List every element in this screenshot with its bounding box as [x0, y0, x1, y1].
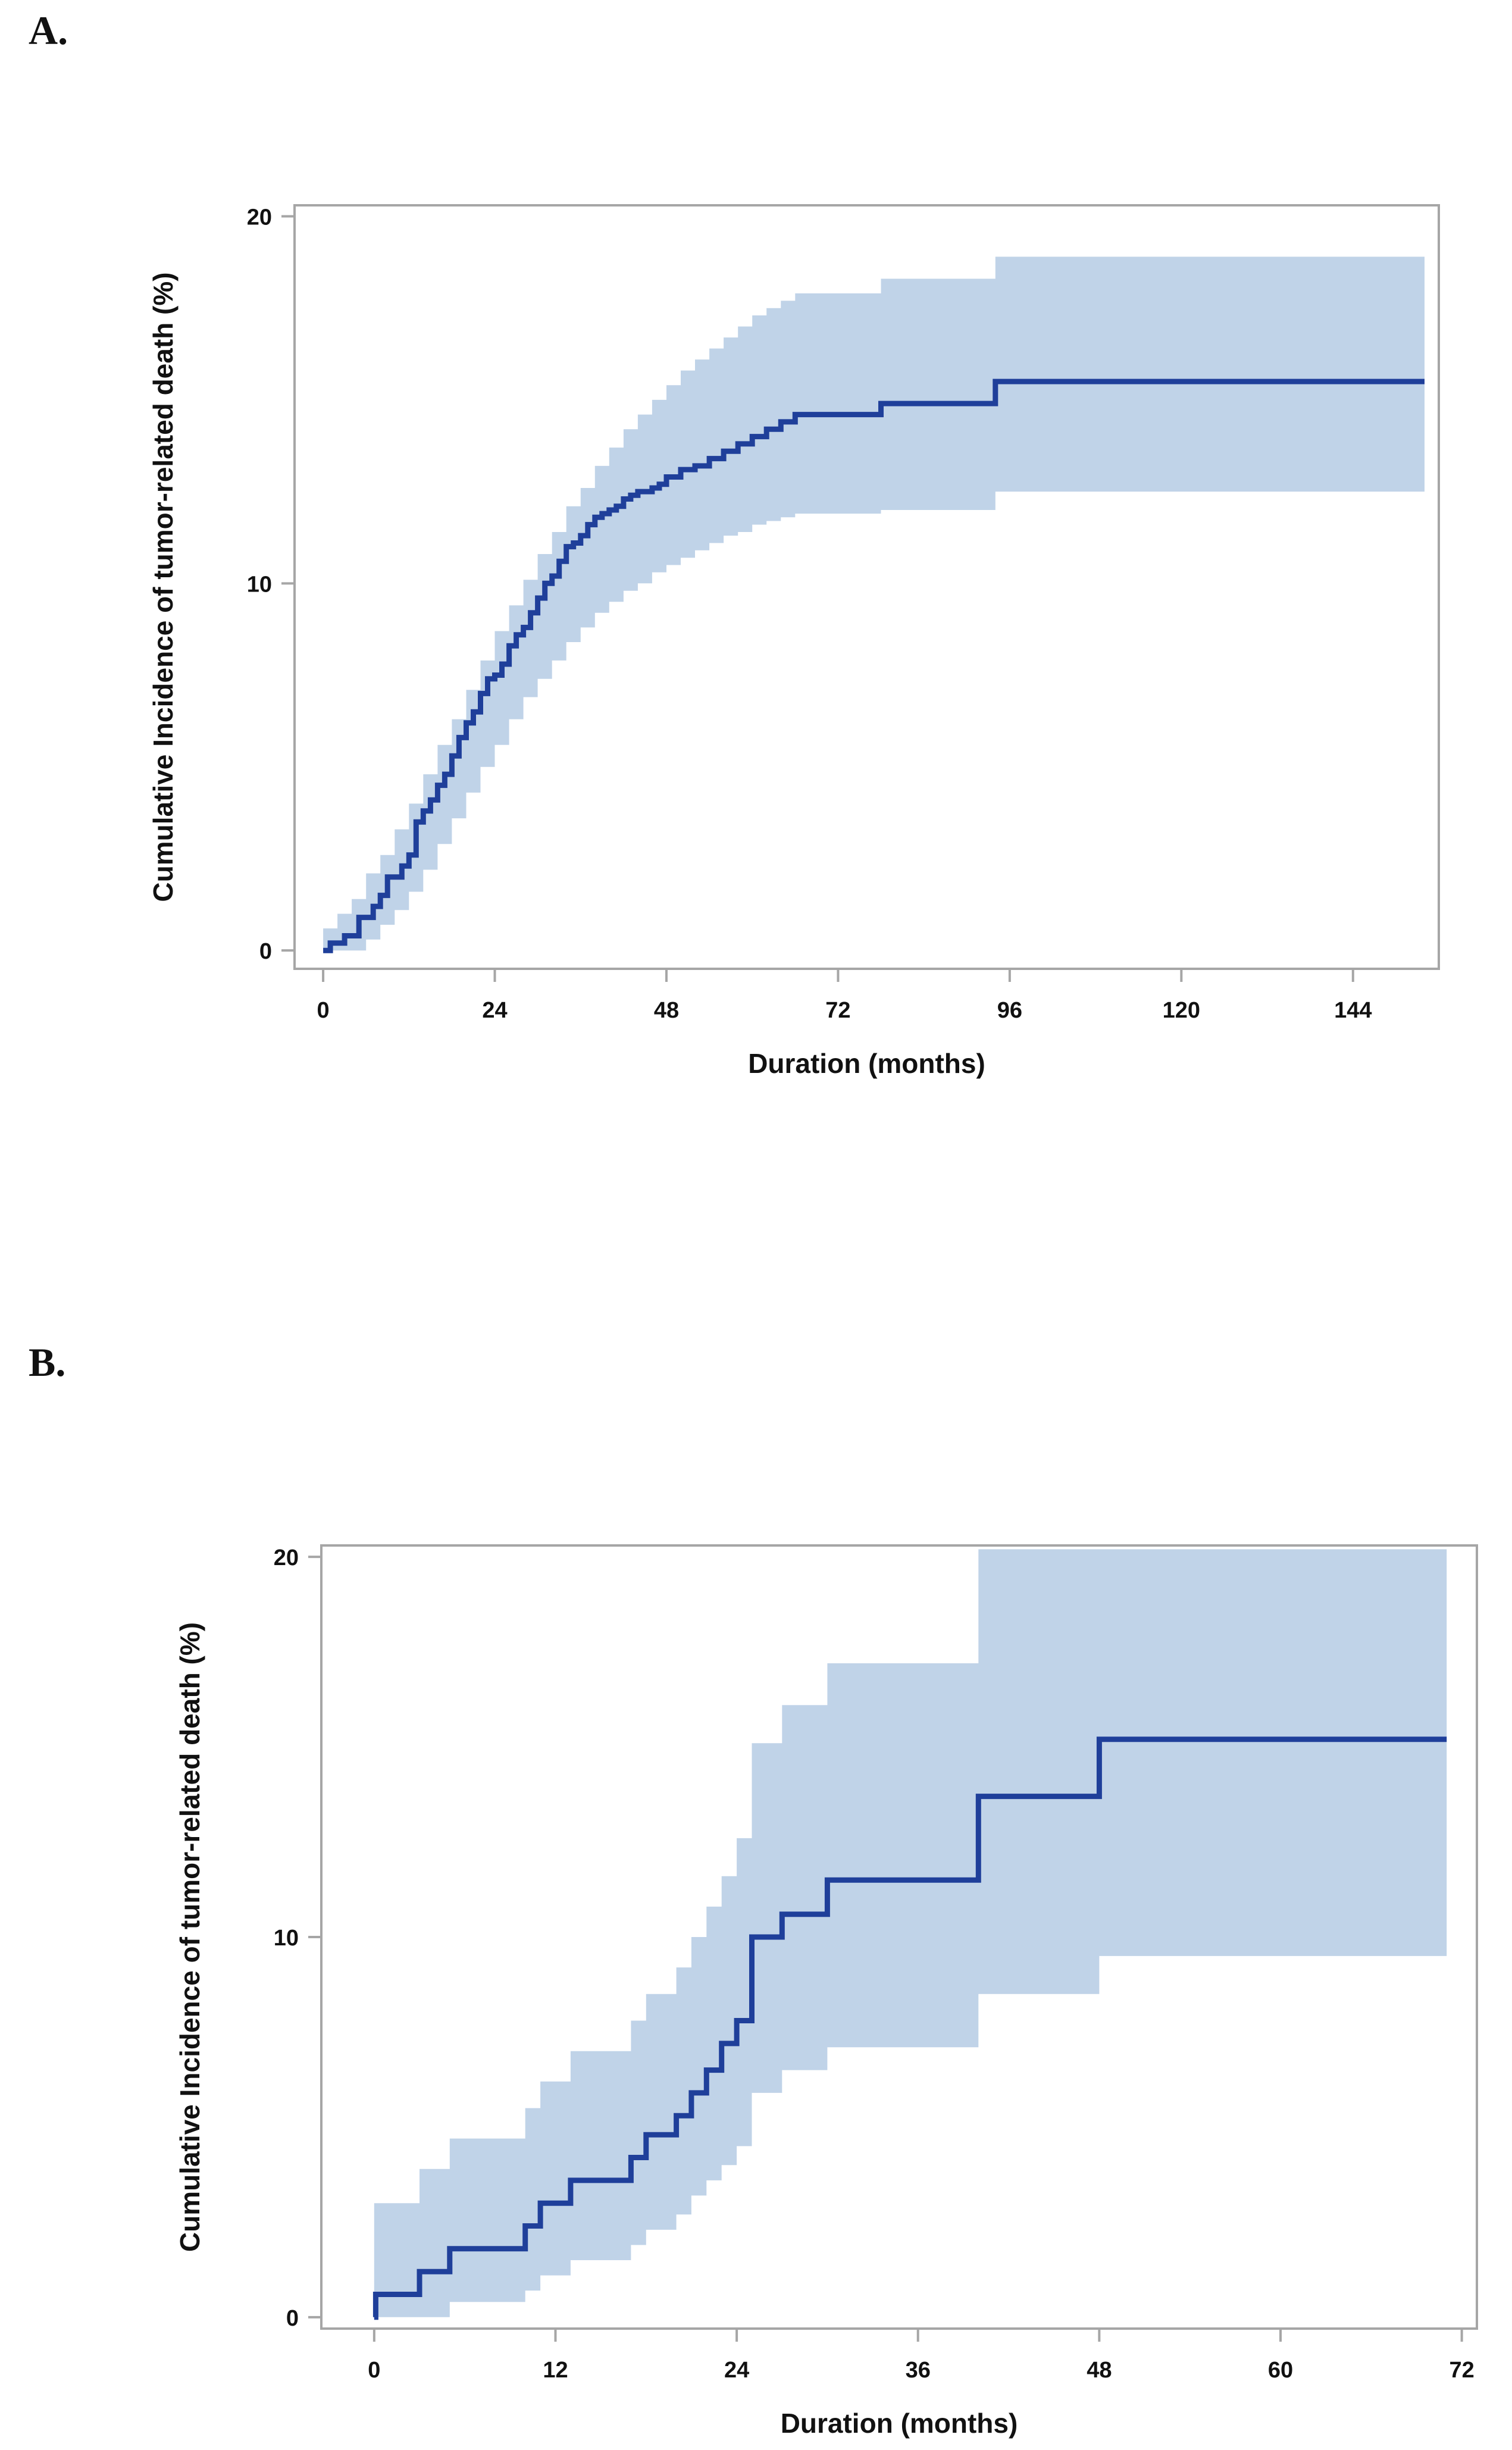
- plot-frame-a: [293, 204, 1440, 970]
- x-tick-label-a-1: 24: [482, 998, 507, 1023]
- x-tick-label-b-2: 24: [724, 2358, 749, 2383]
- panel-a-label: A.: [29, 8, 68, 53]
- x-tick-label-a-2: 48: [654, 998, 679, 1023]
- confidence-band-b: [374, 1549, 1447, 2317]
- x-tick-label-b-3: 36: [906, 2358, 931, 2383]
- x-tick-label-a-5: 120: [1163, 998, 1200, 1023]
- x-tick-label-a-3: 72: [825, 998, 850, 1023]
- y-tick-label-b-1: 10: [274, 1926, 299, 1951]
- x-tick-label-a-4: 96: [997, 998, 1022, 1023]
- x-tick-label-b-0: 0: [368, 2358, 380, 2383]
- x-tick-label-b-6: 72: [1449, 2358, 1474, 2383]
- panel-b-label: B.: [29, 1340, 66, 1385]
- y-tick-label-a-2: 20: [247, 205, 272, 230]
- x-tick-label-b-4: 48: [1087, 2358, 1112, 2383]
- y-tick-label-b-0: 0: [286, 2306, 299, 2331]
- confidence-band-a: [323, 256, 1425, 951]
- x-tick-label-a-0: 0: [317, 998, 330, 1023]
- y-tick-label-a-1: 10: [247, 572, 272, 597]
- x-axis-title-b: Duration (months): [781, 2408, 1018, 2439]
- y-tick-label-a-0: 0: [259, 939, 272, 964]
- x-tick-label-a-6: 144: [1334, 998, 1372, 1023]
- x-tick-label-b-1: 12: [543, 2358, 568, 2383]
- y-axis-title-b: Cumulative Incidence of tumor-related de…: [174, 1622, 205, 2252]
- x-tick-label-b-5: 60: [1268, 2358, 1293, 2383]
- chart-b: 0 12 24 36 48 60 72 0 10 20 Duration (months) Cumul…: [174, 1544, 1478, 2439]
- incidence-step-line-b: [372, 1736, 1447, 2320]
- x-axis-title-a: Duration (months): [748, 1048, 985, 1079]
- y-axis-title-a: Cumulative Incidence of tumor-related de…: [148, 272, 179, 902]
- chart-a: 0 24 48 72 96 120 144 0 10 20 Duration (months) Cum…: [148, 204, 1440, 1079]
- y-tick-label-b-2: 20: [274, 1545, 299, 1570]
- incidence-step-line-a: [323, 378, 1425, 953]
